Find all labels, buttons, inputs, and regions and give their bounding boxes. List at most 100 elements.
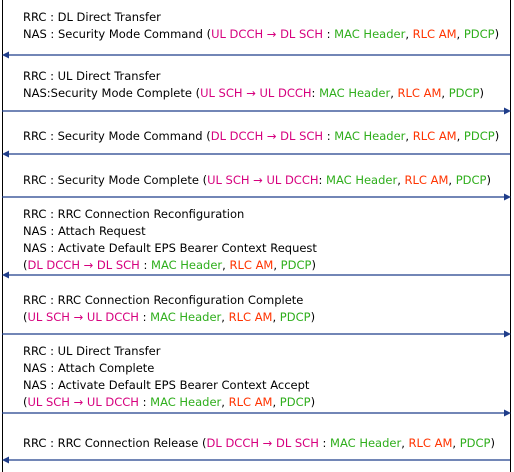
text-segment: RRC : Security Mode Command ( (23, 129, 211, 143)
text-segment: : (311, 86, 320, 100)
text-segment: ) (479, 86, 484, 100)
message-line: NAS : Security Mode Command (UL DCCH → D… (23, 26, 499, 43)
message-line: RRC : Security Mode Command (DL DCCH → D… (23, 128, 499, 145)
text-segment: RRC : UL Direct Transfer (23, 69, 161, 83)
text-segment: , (456, 129, 464, 143)
message-line: NAS : Activate Default EPS Bearer Contex… (23, 377, 315, 394)
arrow-svg (2, 409, 511, 417)
text-segment: , (272, 395, 280, 409)
text-segment: NAS : Security Mode Command ( (23, 27, 212, 41)
arrowhead-left (2, 51, 9, 59)
text-segment: , (221, 310, 229, 324)
message-text: RRC : RRC Connection Reconfiguration NAS… (23, 206, 317, 274)
arrow-svg (2, 271, 510, 279)
message-text: RRC : Security Mode Complete (UL SCH → U… (23, 172, 491, 189)
left-lifeline (2, 0, 3, 472)
message-text: RRC : UL Direct Transfer NAS:Security Mo… (23, 68, 484, 102)
message-line: NAS : Attach Request (23, 223, 317, 240)
arrow-right (2, 407, 511, 419)
arrow-svg (2, 51, 510, 59)
text-segment: NAS : Activate Default EPS Bearer Contex… (23, 241, 317, 255)
message-line: (UL SCH → UL DCCH : MAC Header, RLC AM, … (23, 309, 315, 326)
text-segment: RLC AM (412, 27, 457, 41)
text-segment: PDCP (280, 258, 312, 272)
text-segment: : (322, 27, 335, 41)
message-line: (DL DCCH → DL SCH : MAC Header, RLC AM, … (23, 257, 317, 274)
text-segment: PDCP (279, 395, 311, 409)
text-segment: ) (310, 395, 316, 409)
text-segment: UL SCH → UL DCCH (200, 86, 312, 100)
text-segment: DL DCCH → DL SCH (27, 258, 140, 272)
message-text: RRC : RRC Connection Reconfiguration Com… (23, 292, 315, 326)
text-segment: NAS:Security Mode Complete ( (23, 86, 201, 100)
text-segment: RRC : UL Direct Transfer (23, 344, 161, 358)
arrow-left (2, 49, 511, 61)
arrow-svg (2, 150, 510, 158)
text-segment: MAC Header (330, 436, 402, 450)
text-segment: MAC Header (334, 129, 406, 143)
text-segment: ) (310, 310, 316, 324)
arrowhead-right (504, 193, 511, 201)
text-segment: NAS : Activate Default EPS Bearer Contex… (23, 378, 310, 392)
text-segment: UL DCCH → DL SCH (211, 27, 323, 41)
arrow-svg (2, 107, 511, 115)
arrow-right (2, 328, 511, 340)
text-segment: ( (23, 258, 28, 272)
arrow-left (2, 269, 511, 281)
arrow-left (2, 148, 511, 160)
message-line: RRC : RRC Connection Release (DL DCCH → … (23, 435, 495, 452)
text-segment: PDCP (463, 27, 495, 41)
text-segment: ) (494, 27, 500, 41)
text-segment: ) (486, 173, 491, 187)
text-segment: , (401, 436, 409, 450)
text-segment: DL DCCH → DL SCH (206, 436, 319, 450)
text-segment: NAS : Attach Complete (23, 361, 155, 375)
message-line: RRC : RRC Connection Reconfiguration Com… (23, 292, 315, 309)
text-segment: : (138, 395, 151, 409)
text-segment: UL SCH → UL DCCH (207, 173, 319, 187)
text-segment: RRC : RRC Connection Release ( (23, 436, 207, 450)
arrowhead-right (504, 107, 511, 115)
message-line: (UL SCH → UL DCCH : MAC Header, RLC AM, … (23, 394, 315, 411)
message-line: NAS : Activate Default EPS Bearer Contex… (23, 240, 317, 257)
text-segment: , (456, 27, 464, 41)
text-segment: ) (490, 436, 495, 450)
text-segment: RRC : RRC Connection Reconfiguration Com… (23, 293, 304, 307)
text-segment: , (405, 27, 413, 41)
message-line: RRC : UL Direct Transfer (23, 68, 484, 85)
text-segment: NAS : Attach Request (23, 224, 146, 238)
text-segment: MAC Header (150, 310, 222, 324)
text-segment: , (221, 395, 229, 409)
text-segment: UL SCH → UL DCCH (27, 395, 139, 409)
text-segment: : (318, 173, 327, 187)
text-segment: RLC AM (229, 258, 274, 272)
message-text: RRC : UL Direct Transfer NAS : Attach Co… (23, 343, 315, 411)
text-segment: MAC Header (150, 395, 222, 409)
message-text: RRC : Security Mode Command (DL DCCH → D… (23, 128, 499, 145)
arrow-right (2, 105, 511, 117)
text-segment: RLC AM (228, 310, 273, 324)
message-text: RRC : RRC Connection Release (DL DCCH → … (23, 435, 495, 452)
text-segment: ) (494, 129, 500, 143)
text-segment: , (390, 86, 398, 100)
text-segment: PDCP (459, 436, 491, 450)
text-segment: RRC : RRC Connection Reconfiguration (23, 207, 245, 221)
arrowhead-left (2, 271, 9, 279)
text-segment: : (318, 436, 331, 450)
text-segment: UL SCH → UL DCCH (27, 310, 139, 324)
arrowhead-right (504, 409, 511, 417)
text-segment: PDCP (279, 310, 311, 324)
text-segment: RLC AM (412, 129, 457, 143)
message-line: RRC : RRC Connection Reconfiguration (23, 206, 317, 223)
text-segment: RRC : Security Mode Complete ( (23, 173, 208, 187)
message-line: RRC : DL Direct Transfer (23, 9, 499, 26)
arrow-left (2, 454, 511, 466)
text-segment: PDCP (448, 86, 480, 100)
text-segment: MAC Header (319, 86, 391, 100)
arrowhead-left (2, 456, 9, 464)
text-segment: DL DCCH → DL SCH (210, 129, 324, 143)
text-segment: : (323, 129, 335, 143)
text-segment: , (448, 173, 456, 187)
text-segment: , (441, 86, 449, 100)
text-segment: RRC : DL Direct Transfer (23, 10, 161, 24)
